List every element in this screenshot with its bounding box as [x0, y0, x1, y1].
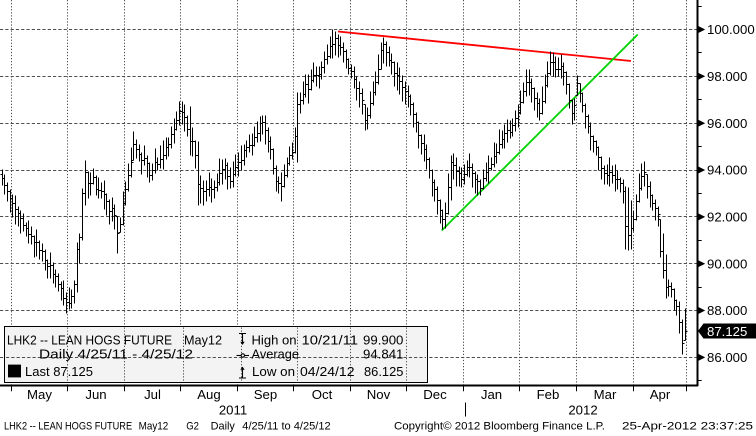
svg-text:Mar: Mar [594, 387, 617, 402]
svg-text:Nov: Nov [367, 387, 391, 402]
svg-text:Low on: Low on [252, 364, 295, 379]
svg-text:LHK2 -- LEAN HOGS FUTURE: LHK2 -- LEAN HOGS FUTURE [7, 333, 172, 348]
svg-text:Oct: Oct [312, 387, 333, 402]
svg-text:86.125: 86.125 [364, 364, 403, 379]
svg-text:98.000: 98.000 [707, 69, 747, 84]
svg-text:Last 87.125: Last 87.125 [25, 364, 93, 379]
svg-text:2012: 2012 [568, 403, 597, 418]
svg-text:May12: May12 [184, 333, 222, 348]
svg-text:Jun: Jun [85, 387, 106, 402]
svg-text:High on: High on [252, 333, 297, 348]
svg-text:Jul: Jul [144, 387, 161, 402]
svg-text:G2: G2 [186, 420, 199, 432]
svg-text:Feb: Feb [537, 387, 560, 402]
svg-text:Dec: Dec [423, 387, 447, 402]
svg-text:87.125: 87.125 [707, 324, 747, 339]
svg-text:Daily: Daily [211, 420, 236, 432]
svg-text:Sep: Sep [254, 387, 277, 402]
svg-text:Daily 4/25/11 - 4/25/12: Daily 4/25/11 - 4/25/12 [39, 347, 193, 362]
svg-text:Apr: Apr [650, 387, 671, 402]
svg-text:96.000: 96.000 [707, 116, 747, 131]
svg-text:Average: Average [252, 347, 300, 362]
svg-text:2011: 2011 [219, 403, 247, 418]
svg-text:04/24/12: 04/24/12 [300, 364, 355, 379]
svg-text:10/21/11: 10/21/11 [302, 333, 359, 348]
svg-text:88.000: 88.000 [707, 303, 747, 318]
svg-text:Jan: Jan [481, 387, 502, 402]
svg-text:90.000: 90.000 [707, 256, 747, 271]
svg-text:94.841: 94.841 [363, 347, 403, 362]
svg-text:86.000: 86.000 [707, 350, 747, 365]
svg-text:4/25/11 to 4/25/12: 4/25/11 to 4/25/12 [242, 420, 330, 432]
svg-text:Aug: Aug [197, 387, 220, 402]
svg-text:25-Apr-2012 23:37:25: 25-Apr-2012 23:37:25 [622, 420, 753, 432]
svg-text:May12: May12 [139, 420, 169, 432]
svg-text:99.900: 99.900 [363, 333, 403, 348]
svg-text:100.000: 100.000 [707, 22, 755, 37]
svg-text:94.000: 94.000 [707, 163, 747, 178]
svg-text:92.000: 92.000 [707, 210, 747, 225]
svg-text:Copyright© 2012 Bloomberg Fina: Copyright© 2012 Bloomberg Finance L.P. [394, 420, 605, 432]
svg-text:May: May [27, 387, 52, 402]
svg-text:LHK2 -- LEAN HOGS FUTURE: LHK2 -- LEAN HOGS FUTURE [4, 420, 132, 432]
